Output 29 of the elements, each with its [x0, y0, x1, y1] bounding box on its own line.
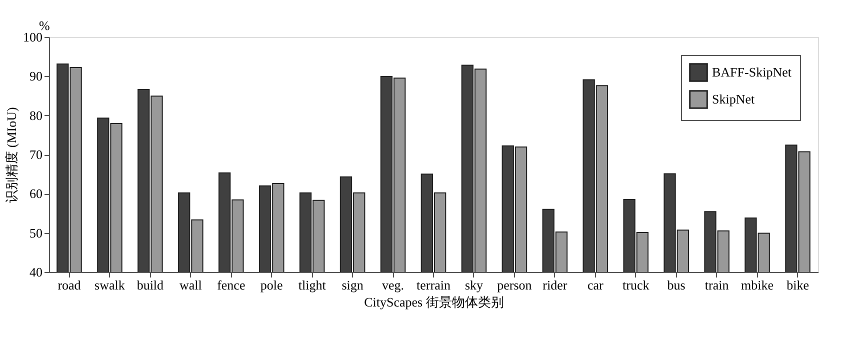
y-tick-label: 90	[30, 68, 42, 84]
y-tick-label: 60	[30, 186, 42, 202]
y-axis-title: 识别精度 (MIoU)	[4, 107, 19, 203]
x-tick-label: sky	[464, 278, 484, 292]
x-axis-title: CityScapes 街景物体类别	[364, 294, 504, 310]
x-tick-label: person	[497, 278, 532, 292]
x-tick-label: tlight	[298, 278, 326, 292]
x-tick-label: terrain	[416, 278, 451, 292]
legend-label: SkipNet	[712, 92, 755, 106]
y-tick-label: 50	[30, 225, 42, 240]
x-tick-label: mbike	[741, 278, 774, 292]
y-tick-label: 80	[30, 108, 42, 123]
x-tick-label: veg.	[382, 278, 404, 292]
y-tick-label: 40	[30, 264, 42, 280]
x-tick-label: swalk	[94, 278, 126, 292]
x-tick-label: train	[704, 278, 730, 292]
y-tick-label: 70	[30, 147, 42, 162]
x-tick-label: sign	[342, 278, 364, 292]
x-tick-label: build	[136, 278, 164, 292]
x-tick-label: car	[587, 278, 604, 292]
x-tick-label: wall	[179, 278, 202, 292]
x-tick-label: fence	[217, 278, 246, 292]
x-tick-label: bus	[667, 278, 686, 292]
x-tick-label: bike	[786, 278, 810, 292]
legend-label: BAFF-SkipNet	[712, 64, 792, 80]
x-tick-label: road	[58, 278, 82, 292]
x-tick-label: rider	[542, 278, 568, 292]
x-tick-label: pole	[260, 278, 284, 292]
x-tick-label: truck	[622, 278, 650, 292]
